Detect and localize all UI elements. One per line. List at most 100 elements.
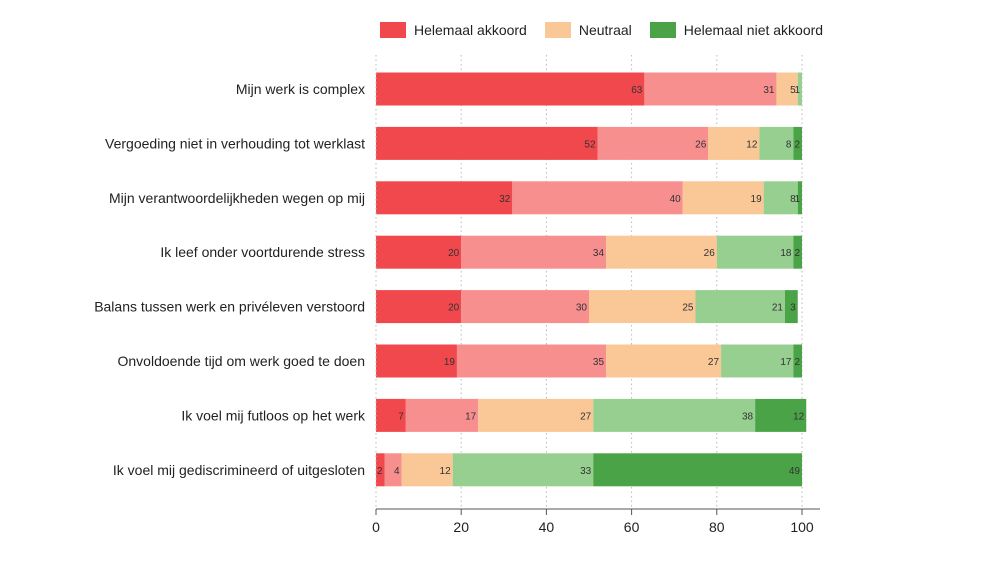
data-label-row3-series4: 2 — [794, 248, 800, 259]
data-label-row6-series3: 38 — [742, 411, 754, 422]
data-label-row0-series1: 31 — [763, 85, 775, 96]
bar-row6-series3 — [593, 398, 756, 432]
bar-row1-series4 — [793, 126, 802, 160]
bar-row4-series2 — [589, 290, 696, 324]
bar-row0-series2 — [776, 72, 798, 106]
data-label-row1-series2: 12 — [746, 139, 758, 150]
bar-row5-series4 — [793, 344, 802, 378]
x-tick-label-40: 40 — [539, 519, 555, 535]
legend-swatch-helemaal-akkoord — [380, 22, 406, 38]
bar-row3-series0 — [376, 235, 462, 269]
data-label-row3-series3: 18 — [780, 248, 792, 259]
bar-row0-series0 — [376, 72, 645, 106]
data-label-row7-series1: 4 — [394, 466, 400, 477]
bar-row3-series3 — [716, 235, 794, 269]
bar-row2-series3 — [763, 181, 798, 215]
data-label-row6-series4: 12 — [793, 411, 805, 422]
data-label-row4-series0: 20 — [448, 303, 460, 314]
data-label-row7-series3: 33 — [580, 466, 592, 477]
bar-row0-series3 — [797, 72, 802, 106]
category-label-5: Onvoldoende tijd om werk goed te doen — [118, 353, 366, 369]
bar-row0-series1 — [644, 72, 777, 106]
data-label-row5-series3: 17 — [780, 357, 792, 368]
data-label-row2-series2: 19 — [751, 194, 763, 205]
data-label-row1-series4: 2 — [794, 139, 800, 150]
bar-row4-series3 — [695, 290, 785, 324]
bar-row6-series2 — [478, 398, 594, 432]
category-label-4: Balans tussen werk en privéleven verstoo… — [94, 299, 365, 315]
legend-label-neutraal: Neutraal — [578, 22, 632, 38]
bar-row1-series0 — [376, 126, 598, 160]
bar-row7-series4 — [593, 453, 802, 487]
bar-row5-series2 — [606, 344, 722, 378]
data-label-row5-series4: 2 — [794, 357, 800, 368]
category-label-2: Mijn verantwoordelijkheden wegen op mij — [109, 190, 365, 206]
category-label-0: Mijn werk is complex — [236, 81, 365, 97]
legend-label-helemaal-akkoord: Helemaal akkoord — [414, 22, 527, 38]
bar-row6-series0 — [376, 398, 406, 432]
bar-row3-series4 — [793, 235, 802, 269]
data-label-row5-series0: 19 — [444, 357, 456, 368]
bar-row7-series1 — [384, 453, 402, 487]
bar-row5-series1 — [456, 344, 607, 378]
bar-row7-series2 — [401, 453, 453, 487]
data-label-row6-series1: 17 — [465, 411, 477, 422]
legend: Helemaal akkoord Neutraal Helemaal niet … — [380, 22, 823, 38]
data-label-row4-series2: 25 — [682, 303, 694, 314]
data-label-row0-series0: 63 — [631, 85, 643, 96]
data-label-row2-series1: 40 — [670, 194, 682, 205]
category-label-7: Ik voel mij gediscrimineerd of uitgeslot… — [113, 462, 365, 478]
legend-label-helemaal-niet-akkoord: Helemaal niet akkoord — [683, 22, 824, 38]
data-label-row0-series2: 5 — [790, 85, 796, 96]
legend-swatch-neutraal — [544, 22, 571, 38]
legend-item-helemaal-niet-akkoord: Helemaal niet akkoord — [649, 22, 824, 38]
legend-swatch-helemaal-niet-akkoord — [649, 22, 676, 38]
data-label-row2-series3: 8 — [790, 194, 796, 205]
bar-row5-series0 — [376, 344, 457, 378]
legend-item-neutraal: Neutraal — [544, 22, 632, 38]
data-label-row4-series4: 3 — [790, 303, 796, 314]
data-label-row3-series2: 26 — [704, 248, 716, 259]
bar-row2-series2 — [682, 181, 764, 215]
bar-row4-series1 — [461, 290, 589, 324]
data-label-row3-series0: 20 — [448, 248, 460, 259]
data-label-row7-series4: 49 — [789, 466, 801, 477]
data-label-row1-series3: 8 — [786, 139, 792, 150]
bar-row2-series0 — [376, 181, 513, 215]
x-tick-label-20: 20 — [453, 519, 469, 535]
bar-row2-series1 — [512, 181, 683, 215]
legend-item-helemaal-akkoord: Helemaal akkoord — [380, 22, 527, 38]
category-label-6: Ik voel mij futloos op het werk — [181, 407, 366, 423]
bar-row4-series4 — [784, 290, 798, 324]
bar-row1-series3 — [759, 126, 794, 160]
x-tick-label-0: 0 — [372, 519, 380, 535]
x-tick-label-60: 60 — [624, 519, 640, 535]
data-label-row7-series2: 12 — [440, 466, 452, 477]
data-label-row5-series1: 35 — [593, 357, 605, 368]
data-label-row7-series0: 2 — [377, 466, 383, 477]
bar-row7-series3 — [452, 453, 594, 487]
x-tick-label-80: 80 — [709, 519, 725, 535]
bar-row1-series1 — [597, 126, 709, 160]
data-label-row6-series2: 27 — [580, 411, 592, 422]
bar-row7-series0 — [376, 453, 385, 487]
bar-row1-series2 — [708, 126, 760, 160]
data-label-row1-series1: 26 — [695, 139, 707, 150]
bar-row5-series3 — [721, 344, 794, 378]
bar-row3-series2 — [606, 235, 717, 269]
data-label-row2-series4: 1 — [794, 194, 800, 205]
data-label-row0-series3: 1 — [794, 85, 800, 96]
category-label-1: Vergoeding niet in verhouding tot werkla… — [105, 135, 365, 151]
data-label-row4-series1: 30 — [576, 303, 588, 314]
x-tick-label-100: 100 — [790, 519, 814, 535]
bar-row6-series4 — [755, 398, 807, 432]
data-label-row4-series3: 21 — [772, 303, 784, 314]
bar-row4-series0 — [376, 290, 462, 324]
category-label-3: Ik leef onder voortdurende stress — [160, 244, 365, 260]
data-label-row3-series1: 34 — [593, 248, 605, 259]
bar-row6-series1 — [405, 398, 479, 432]
bar-row3-series1 — [461, 235, 607, 269]
data-label-row2-series0: 32 — [499, 194, 511, 205]
data-label-row1-series0: 52 — [584, 139, 596, 150]
